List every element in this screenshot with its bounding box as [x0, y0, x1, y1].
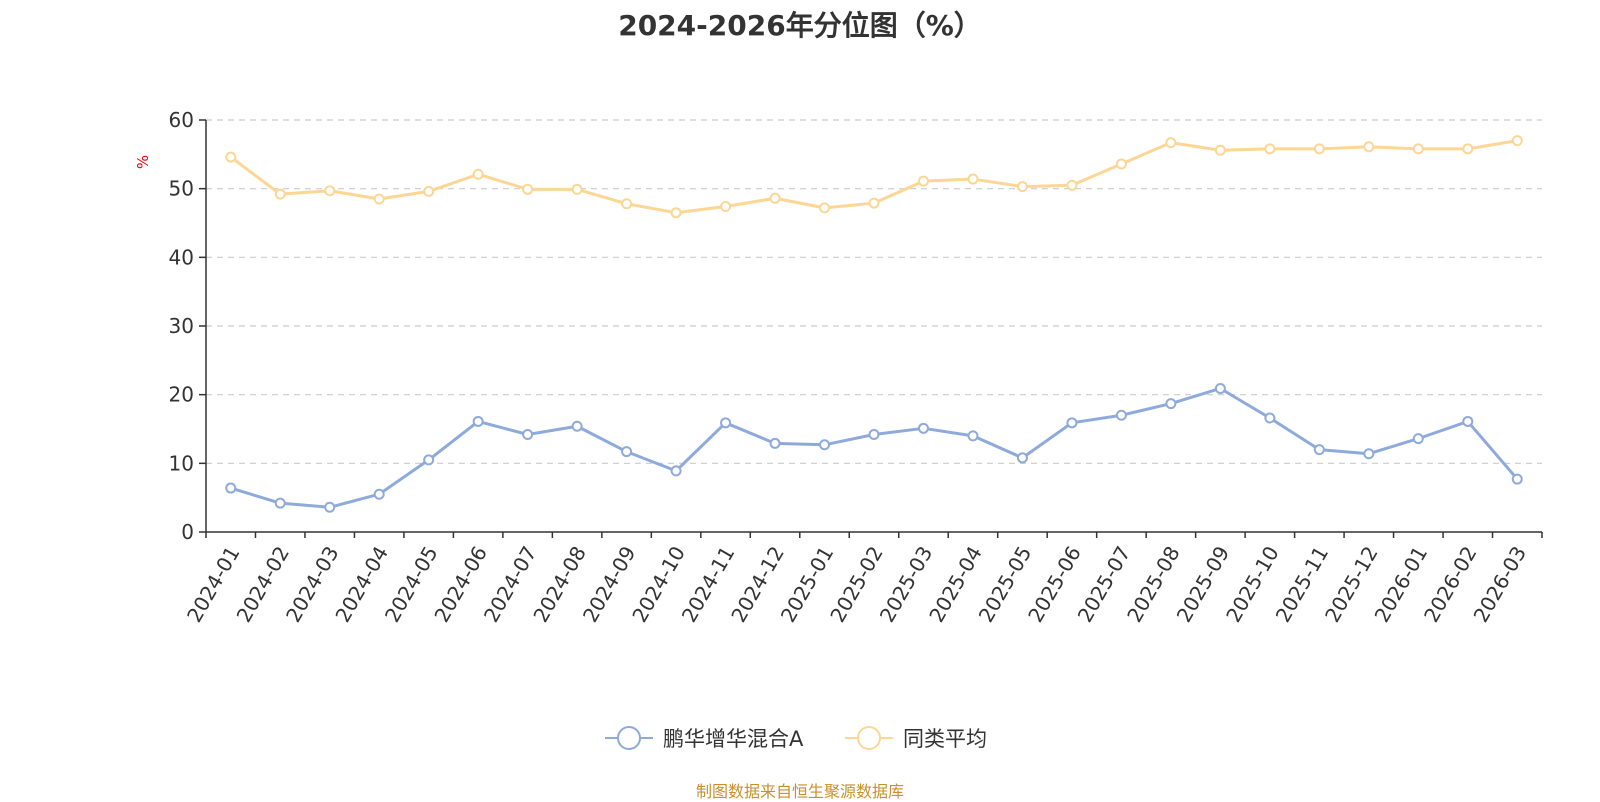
data-point[interactable] — [1016, 452, 1028, 464]
legend-item-0[interactable]: 鹏华增华混合A — [605, 726, 804, 751]
data-point[interactable] — [324, 501, 336, 513]
y-tick-label: 10 — [169, 451, 194, 475]
data-point[interactable] — [472, 415, 484, 427]
data-point[interactable] — [225, 482, 237, 494]
data-point[interactable] — [522, 183, 534, 195]
data-point[interactable] — [868, 428, 880, 440]
source-note: 制图数据来自恒生聚源数据库 — [695, 782, 904, 801]
y-tick-label: 50 — [169, 177, 194, 201]
data-point[interactable] — [423, 454, 435, 466]
data-point[interactable] — [1363, 141, 1375, 153]
data-point[interactable] — [769, 192, 781, 204]
data-point[interactable] — [621, 446, 633, 458]
data-point[interactable] — [1363, 448, 1375, 460]
legend[interactable]: 鹏华增华混合A 同类平均 — [605, 726, 987, 751]
data-point[interactable] — [1264, 143, 1276, 155]
data-point[interactable] — [571, 183, 583, 195]
data-point[interactable] — [274, 497, 286, 509]
data-point[interactable] — [868, 197, 880, 209]
data-point[interactable] — [1264, 412, 1276, 424]
data-point[interactable] — [571, 420, 583, 432]
data-point[interactable] — [1412, 143, 1424, 155]
data-point[interactable] — [423, 185, 435, 197]
data-point[interactable] — [1016, 181, 1028, 193]
data-point[interactable] — [225, 151, 237, 163]
y-tick-label: 20 — [169, 383, 194, 407]
y-tick-label: 30 — [169, 314, 194, 338]
data-point[interactable] — [1066, 417, 1078, 429]
data-point[interactable] — [1313, 444, 1325, 456]
data-point[interactable] — [967, 430, 979, 442]
legend-label: 鹏华增华混合A — [663, 727, 804, 751]
series-layer — [225, 135, 1523, 513]
data-point[interactable] — [917, 422, 929, 434]
data-point[interactable] — [967, 173, 979, 185]
y-tick-label: 60 — [169, 108, 194, 132]
data-point[interactable] — [1066, 179, 1078, 191]
data-point[interactable] — [373, 488, 385, 500]
data-point[interactable] — [720, 201, 732, 213]
data-point[interactable] — [324, 185, 336, 197]
data-point[interactable] — [472, 168, 484, 180]
data-point[interactable] — [522, 428, 534, 440]
legend-label: 同类平均 — [903, 727, 987, 751]
data-point[interactable] — [621, 198, 633, 210]
data-point[interactable] — [720, 417, 732, 429]
data-point[interactable] — [670, 465, 682, 477]
data-point[interactable] — [670, 207, 682, 219]
legend-swatch-marker — [617, 726, 641, 750]
data-point[interactable] — [1214, 144, 1226, 156]
chart-title: 2024-2026年分位图（%） — [618, 9, 982, 42]
data-point[interactable] — [1165, 398, 1177, 410]
data-point[interactable] — [1214, 382, 1226, 394]
legend-swatch-marker — [857, 726, 881, 750]
data-point[interactable] — [1115, 158, 1127, 170]
data-point[interactable] — [1511, 473, 1523, 485]
y-tick-label: 0 — [181, 520, 194, 544]
data-point[interactable] — [1165, 137, 1177, 149]
data-point[interactable] — [819, 439, 831, 451]
data-point[interactable] — [1462, 415, 1474, 427]
data-point[interactable] — [373, 193, 385, 205]
data-point[interactable] — [274, 188, 286, 200]
data-point[interactable] — [1412, 433, 1424, 445]
data-point[interactable] — [1115, 409, 1127, 421]
y-axis-label: % — [134, 155, 152, 169]
axes: 0102030405060%2024-012024-022024-032024-… — [134, 108, 1543, 626]
data-point[interactable] — [769, 437, 781, 449]
data-point[interactable] — [917, 175, 929, 187]
legend-item-1[interactable]: 同类平均 — [845, 726, 987, 751]
data-point[interactable] — [1462, 143, 1474, 155]
data-point[interactable] — [819, 202, 831, 214]
y-tick-label: 40 — [169, 245, 194, 269]
grid-lines — [206, 119, 1542, 464]
data-point[interactable] — [1511, 135, 1523, 147]
data-point[interactable] — [1313, 143, 1325, 155]
